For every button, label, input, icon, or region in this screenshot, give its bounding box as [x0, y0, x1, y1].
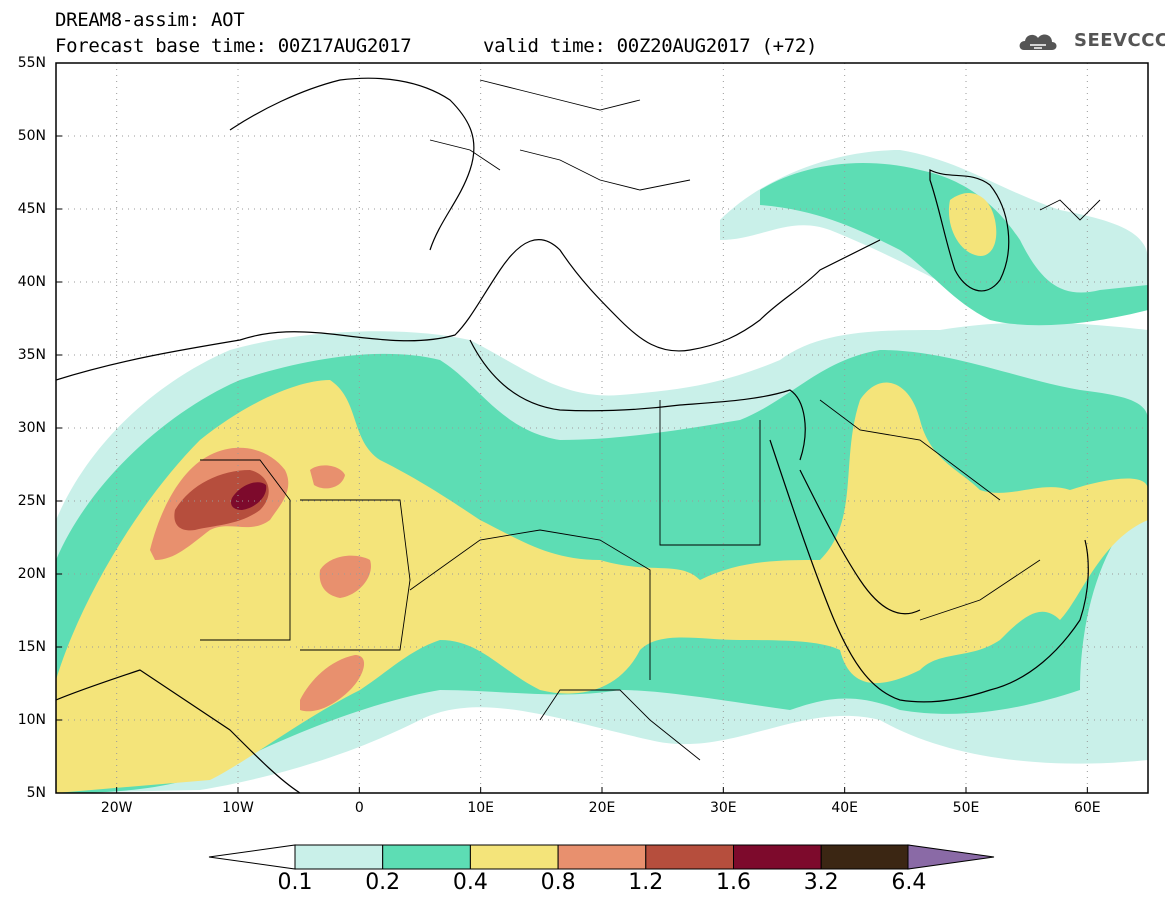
colorbar-swatch — [645, 844, 734, 870]
lon-label: 10E — [467, 800, 494, 816]
axis-ticks — [56, 62, 1088, 794]
colorbar-label: 0.4 — [452, 870, 488, 895]
lat-label: 25N — [17, 493, 46, 509]
colorbar-label: 0.1 — [277, 870, 313, 895]
colorbar-high-arrow — [907, 844, 995, 870]
aot-field — [56, 150, 1148, 793]
lat-label: 50N — [17, 128, 46, 144]
colorbar-swatch — [820, 844, 910, 870]
lat-label: 20N — [17, 566, 46, 582]
colorbar-swatch — [557, 844, 647, 870]
colorbar-swatch — [733, 844, 822, 870]
colorbar-swatch — [469, 844, 559, 870]
colorbar-swatch — [382, 844, 471, 870]
lon-label: 50E — [952, 800, 980, 816]
lon-label: 20E — [588, 800, 616, 816]
aot-band-1.2 — [174, 470, 269, 531]
colorbar-swatch — [294, 844, 384, 870]
aot-band-1.6 — [231, 482, 267, 510]
lat-label: 30N — [17, 420, 46, 436]
aot-band-0.2-north — [760, 162, 1148, 326]
colorbar-label: 0.2 — [365, 870, 401, 895]
aot-band-0.8-c — [319, 555, 371, 598]
logo-text: SEEVCCC — [1074, 30, 1165, 51]
aot-band-0.8-b — [300, 655, 365, 712]
aot-band-0.4-caspian — [948, 192, 997, 256]
lat-label: 55N — [17, 55, 46, 71]
cloud-icon — [1019, 34, 1057, 50]
country-borders — [200, 79, 1101, 761]
colorbar-label: 0.8 — [540, 870, 576, 895]
seevccc-logo — [1019, 34, 1057, 50]
lon-label: 20W — [100, 800, 133, 816]
lon-label: 60E — [1073, 800, 1101, 816]
lon-label: 0 — [354, 800, 364, 816]
lat-label: 45N — [17, 201, 46, 217]
colorbar-label: 1.6 — [716, 870, 751, 895]
colorbar-label: 6.4 — [891, 870, 927, 895]
lon-label: 30E — [709, 800, 737, 816]
lat-label: 35N — [17, 347, 46, 363]
coastlines — [56, 77, 1089, 793]
colorbar-low-arrow — [208, 844, 296, 870]
chart-title: DREAM8-assim: AOT — [55, 9, 245, 31]
aot-band-0.8-d — [310, 465, 345, 489]
base-time: Forecast base time: 00Z17AUG2017 — [55, 35, 412, 57]
lon-label: 10W — [222, 800, 254, 816]
colorbar — [208, 844, 995, 870]
colorbar-label: 1.2 — [628, 870, 664, 895]
lat-label: 5N — [26, 785, 46, 801]
lat-label: 40N — [17, 274, 46, 290]
colorbar-label: 3.2 — [803, 870, 839, 895]
lat-label: 15N — [17, 639, 46, 655]
valid-time: valid time: 00Z20AUG2017 (+72) — [483, 35, 818, 57]
lat-label: 10N — [17, 712, 46, 728]
lon-label: 40E — [831, 800, 858, 816]
